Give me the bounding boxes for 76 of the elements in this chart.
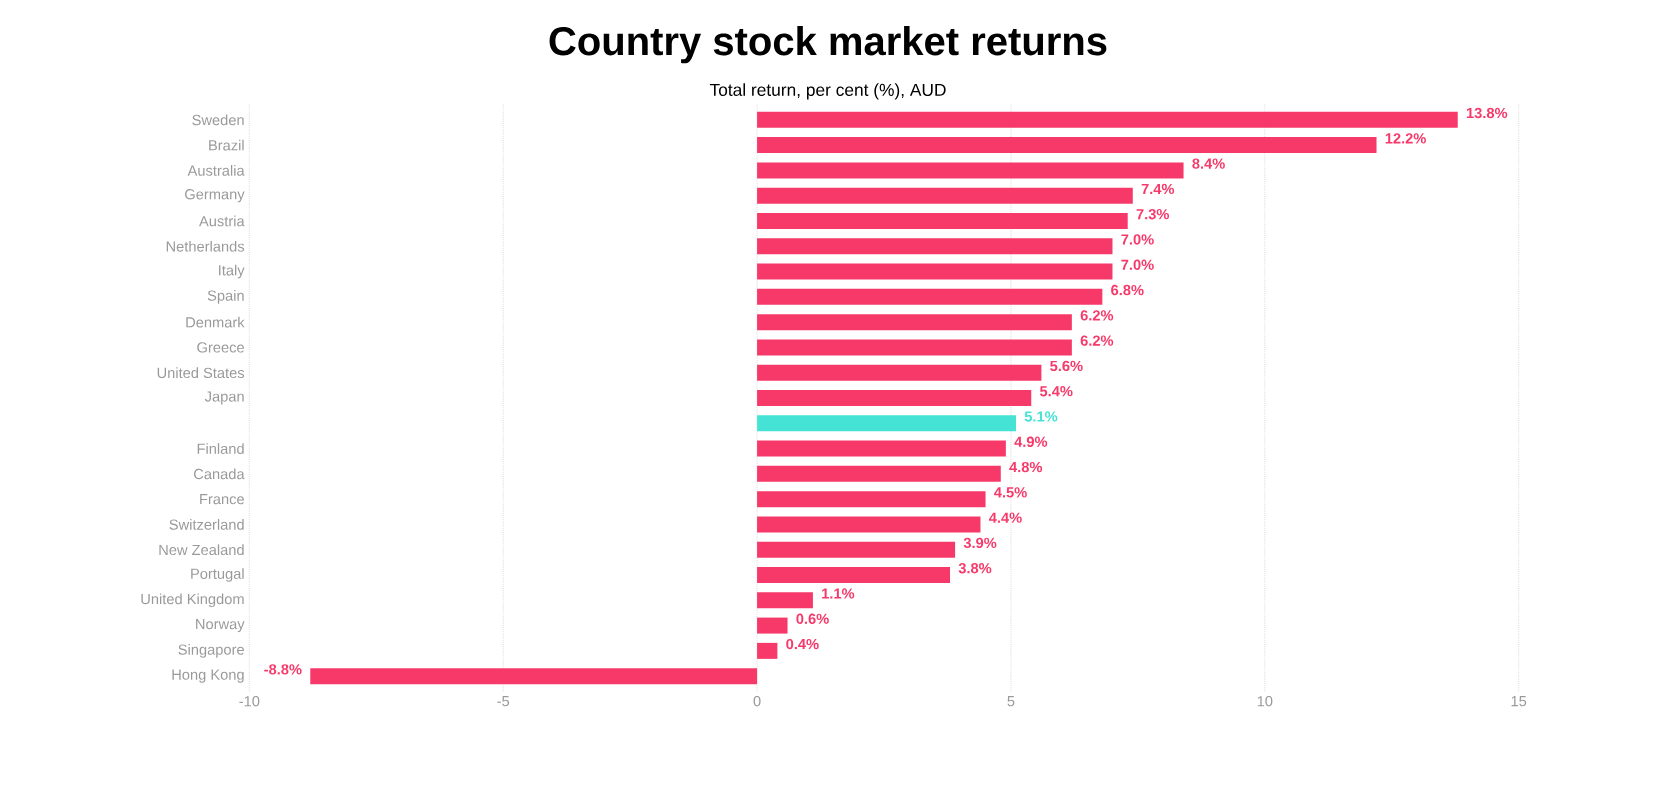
y-tick-label: Hong Kong bbox=[172, 669, 244, 683]
y-tick-label: Denmark bbox=[186, 316, 245, 328]
bar bbox=[757, 567, 951, 583]
data-label: 7.3% bbox=[1136, 208, 1170, 220]
y-tick-label: Australia bbox=[187, 165, 245, 176]
bar bbox=[757, 389, 1032, 406]
y-tick-label: France bbox=[200, 494, 244, 505]
y-tick-label: Japan bbox=[204, 391, 244, 405]
data-label: 4.9% bbox=[1014, 436, 1048, 447]
bar bbox=[757, 288, 1103, 305]
data-label: 0.6% bbox=[796, 613, 829, 624]
y-tick-label: Brazil bbox=[209, 139, 244, 151]
x-tick-label: 5 bbox=[1007, 696, 1015, 707]
y-tick-label: Canada bbox=[194, 468, 245, 480]
bar bbox=[757, 516, 981, 533]
data-label: 7.4% bbox=[1141, 183, 1175, 195]
data-label: 8.4% bbox=[1192, 158, 1225, 169]
y-tick-label: Greece bbox=[197, 342, 244, 353]
bar bbox=[310, 668, 758, 685]
bar bbox=[757, 238, 1113, 255]
bar bbox=[757, 111, 1458, 128]
bar bbox=[757, 187, 1133, 204]
data-label: 4.8% bbox=[1009, 461, 1043, 473]
y-tick-label: Switzerland bbox=[169, 519, 244, 530]
y-tick-label: Austria bbox=[199, 215, 245, 227]
bar bbox=[757, 440, 1006, 457]
chart-subtitle: Total return, per cent (%), AUD bbox=[709, 83, 946, 100]
y-tick-label: United States bbox=[157, 367, 245, 379]
y-tick-label: Spain bbox=[207, 290, 244, 304]
y-tick-label: Portugal bbox=[191, 568, 244, 582]
y-tick-label: Germany bbox=[185, 189, 245, 203]
y-tick-label: Italy bbox=[219, 264, 245, 279]
data-label: 4.4% bbox=[988, 512, 1022, 523]
bar bbox=[757, 263, 1113, 280]
y-tick-label: New Zealand bbox=[159, 544, 244, 556]
data-label: -8.8% bbox=[264, 664, 302, 675]
bar bbox=[757, 642, 778, 659]
data-label: 6.2% bbox=[1080, 335, 1114, 346]
data-label: 6.8% bbox=[1111, 284, 1144, 296]
bar bbox=[757, 541, 956, 558]
bar bbox=[757, 617, 788, 634]
bar bbox=[757, 137, 1377, 154]
data-label: 7.0% bbox=[1121, 234, 1154, 245]
bar bbox=[757, 364, 1042, 381]
data-label: 3.9% bbox=[963, 537, 997, 549]
bar bbox=[757, 314, 1072, 331]
x-tick-label: -10 bbox=[239, 696, 260, 707]
data-label: 7.0% bbox=[1121, 259, 1154, 270]
x-tick-label: 15 bbox=[1511, 696, 1527, 707]
data-label: 5.4% bbox=[1039, 386, 1073, 397]
chart-title: Country stock market returns bbox=[549, 26, 1107, 64]
bar bbox=[757, 212, 1128, 229]
data-label: 0.4% bbox=[786, 638, 819, 650]
bar bbox=[757, 339, 1072, 356]
y-tick-label: Netherlands bbox=[166, 240, 245, 252]
y-tick-label: Singapore bbox=[178, 644, 244, 658]
data-label: 5.6% bbox=[1050, 360, 1083, 372]
data-label: 13.8% bbox=[1466, 107, 1508, 119]
x-tick-label: 10 bbox=[1257, 696, 1273, 707]
y-tick-label: Norway bbox=[196, 619, 245, 633]
bar bbox=[757, 415, 1017, 432]
bar bbox=[757, 465, 1001, 482]
data-label: 5.1% bbox=[1024, 411, 1058, 422]
data-label: 4.5% bbox=[994, 487, 1027, 498]
data-label: 6.2% bbox=[1080, 310, 1114, 321]
bar bbox=[757, 491, 986, 508]
y-tick-label: United Kingdom bbox=[141, 593, 244, 608]
data-label: 3.8% bbox=[958, 563, 992, 574]
y-tick-label: Finland bbox=[197, 443, 244, 454]
x-tick-label: -5 bbox=[497, 696, 510, 707]
data-label: 1.1% bbox=[822, 588, 855, 599]
data-label: 12.2% bbox=[1385, 133, 1426, 144]
y-tick-label: Sweden bbox=[192, 114, 244, 126]
bar bbox=[757, 592, 813, 609]
x-tick-label: 0 bbox=[753, 696, 761, 707]
bar bbox=[757, 162, 1184, 179]
